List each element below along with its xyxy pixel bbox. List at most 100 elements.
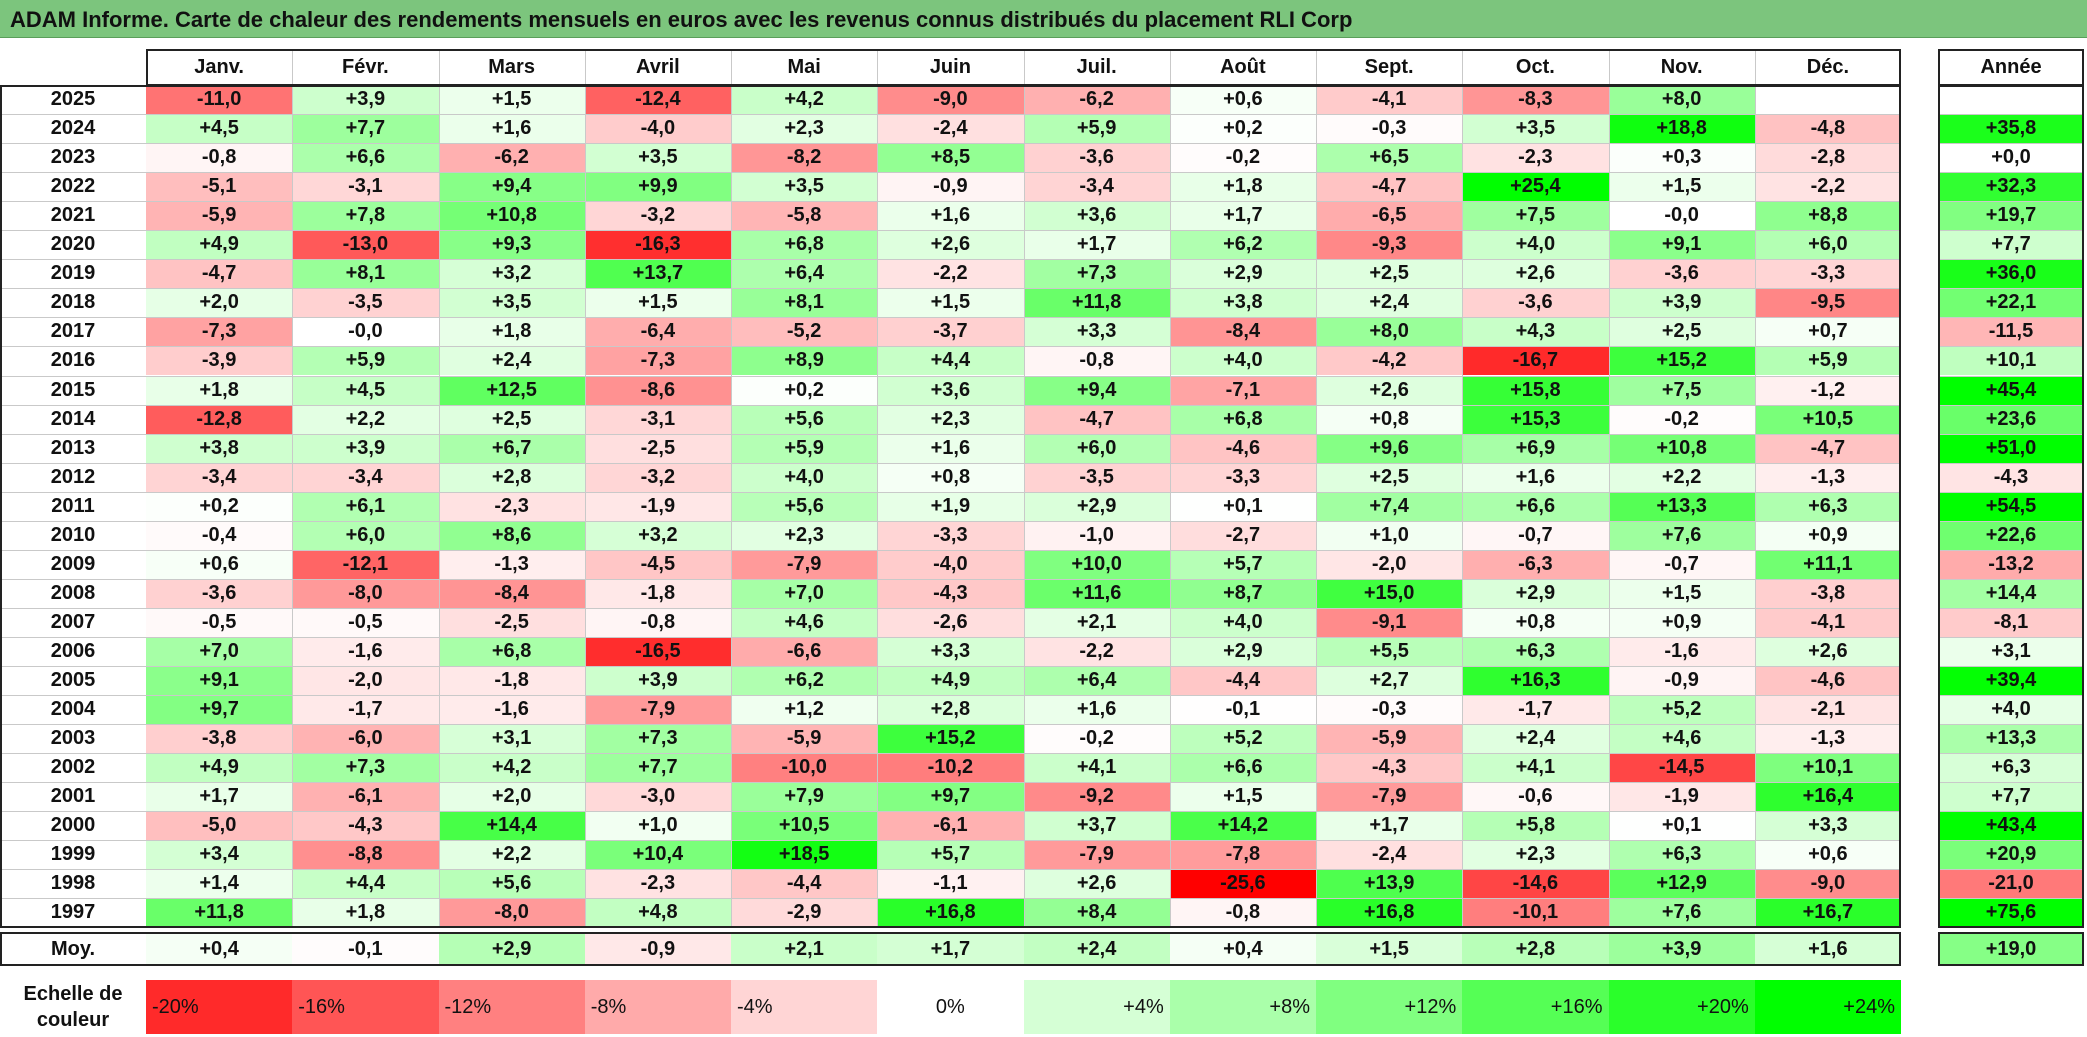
heatmap-cell: -0,9: [877, 172, 1024, 202]
heatmap-cell: +4,1: [1462, 753, 1609, 783]
row-gridline: [1938, 143, 2084, 145]
heatmap-cell: +1,6: [438, 114, 585, 144]
heatmap-cell: -4,5: [584, 549, 731, 579]
row-year-label: 2009: [50, 552, 96, 575]
heatmap-cell: -6,1: [292, 782, 439, 812]
heatmap-cell: +3,8: [1169, 288, 1316, 318]
heatmap-cell: -7,8: [1169, 840, 1316, 870]
heatmap-cell: +2,6: [1023, 869, 1170, 899]
heatmap-cell: +6,9: [1462, 433, 1609, 463]
heatmap-cell: +5,8: [1462, 811, 1609, 841]
heatmap-cell: -4,3: [1316, 753, 1463, 783]
heatmap-cell: +6,6: [1462, 491, 1609, 521]
row-gridline: [0, 549, 1901, 551]
heatmap-cell: -0,3: [1316, 695, 1463, 725]
heatmap-cell: +4,1: [1023, 753, 1170, 783]
month-header: Oct.: [1462, 49, 1609, 85]
heatmap-cell: -16,3: [584, 230, 731, 260]
heatmap-cell: -8,4: [438, 578, 585, 608]
annual-cell: +51,0: [1938, 433, 2084, 463]
heatmap-cell: +0,8: [1462, 607, 1609, 637]
heatmap-cell: +18,5: [731, 840, 878, 870]
heatmap-cell: +0,8: [877, 462, 1024, 492]
heatmap-cell: +9,4: [438, 172, 585, 202]
annual-cell: +4,0: [1938, 695, 2084, 725]
row-gridline: [0, 433, 1901, 435]
heatmap-cell: -10,2: [877, 753, 1024, 783]
heatmap-cell: +5,9: [1023, 114, 1170, 144]
heatmap-cell: +2,9: [1169, 259, 1316, 289]
row-year-label: 2003: [50, 727, 96, 750]
heatmap-cell: -3,6: [1023, 143, 1170, 173]
heatmap-cell: -3,2: [584, 462, 731, 492]
heatmap-cell: +3,2: [438, 259, 585, 289]
row-year-label: 2008: [50, 581, 96, 604]
heatmap-cell: -9,2: [1023, 782, 1170, 812]
heatmap-cell: -1,2: [1754, 375, 1901, 405]
heatmap-cell: +3,5: [731, 172, 878, 202]
row-year-label: 2010: [50, 523, 96, 546]
heatmap-cell: -4,0: [584, 114, 731, 144]
heatmap-cell: -3,4: [1023, 172, 1170, 202]
annual-cell: [1938, 85, 2084, 115]
heatmap-cell: +12,9: [1608, 869, 1755, 899]
heatmap-cell: -1,6: [292, 636, 439, 666]
heatmap-cell: +0,9: [1608, 607, 1755, 637]
heatmap-cell: +1,6: [877, 433, 1024, 463]
row-gridline: [1938, 578, 2084, 580]
heatmap-cell: -0,8: [584, 607, 731, 637]
heatmap-cell: +8,5: [877, 143, 1024, 173]
heatmap-cell: -3,4: [146, 462, 293, 492]
heatmap-cell: -4,7: [1316, 172, 1463, 202]
row-gridline: [0, 491, 1901, 493]
heatmap-cell: -3,5: [1023, 462, 1170, 492]
heatmap-cell: +7,8: [292, 201, 439, 231]
annual-cell: +7,7: [1938, 782, 2084, 812]
month-header: Févr.: [292, 49, 439, 85]
heatmap-cell: +1,5: [584, 288, 731, 318]
row-gridline: [1938, 724, 2084, 726]
annual-cell: +0,0: [1938, 143, 2084, 173]
heatmap-cell: -0,3: [1316, 114, 1463, 144]
heatmap-cell: -3,2: [584, 201, 731, 231]
heatmap-cell: +9,3: [438, 230, 585, 260]
heatmap-cell: +5,7: [877, 840, 1024, 870]
heatmap-cell: -5,8: [731, 201, 878, 231]
average-annual-cell: +19,0: [1938, 932, 2084, 967]
heatmap-cell: +1,8: [146, 375, 293, 405]
annual-cell: +35,8: [1938, 114, 2084, 144]
heatmap-cell: +4,9: [146, 753, 293, 783]
row-year-label: 2014: [50, 407, 96, 430]
heatmap-cell: +10,4: [584, 840, 731, 870]
row-gridline: [1938, 753, 2084, 755]
legend-swatch: +4%: [1023, 980, 1170, 1034]
heatmap-cell: -2,4: [877, 114, 1024, 144]
heatmap-cell: +1,8: [1169, 172, 1316, 202]
month-header: Nov.: [1608, 49, 1755, 85]
heatmap-cell: +7,5: [1608, 375, 1755, 405]
heatmap-cell: -9,1: [1316, 607, 1463, 637]
heatmap-cell: +8,0: [1608, 85, 1755, 115]
heatmap-cell: +10,5: [1754, 404, 1901, 434]
heatmap-cell: -3,4: [292, 462, 439, 492]
heatmap-cell: -2,2: [1754, 172, 1901, 202]
heatmap-cell: +7,9: [731, 782, 878, 812]
heatmap-cell: +16,8: [1316, 898, 1463, 928]
heatmap-cell: +5,2: [1608, 695, 1755, 725]
heatmap-cell: +2,8: [438, 462, 585, 492]
row-gridline: [1938, 695, 2084, 697]
heatmap-cell: -1,6: [1608, 636, 1755, 666]
heatmap-cell: +2,9: [1462, 578, 1609, 608]
heatmap-cell: +16,3: [1462, 666, 1609, 696]
heatmap-cell: +9,1: [146, 666, 293, 696]
annual-cell: +23,6: [1938, 404, 2084, 434]
heatmap-cell: +3,5: [1462, 114, 1609, 144]
heatmap-cell: +7,0: [146, 636, 293, 666]
heatmap-cell: -2,3: [438, 491, 585, 521]
column-gridline: [584, 49, 586, 928]
heatmap-cell: +7,6: [1608, 520, 1755, 550]
heatmap-cell: +7,7: [292, 114, 439, 144]
heatmap-cell: +3,9: [1608, 288, 1755, 318]
heatmap-cell: -3,6: [146, 578, 293, 608]
heatmap-cell: +2,6: [1316, 375, 1463, 405]
